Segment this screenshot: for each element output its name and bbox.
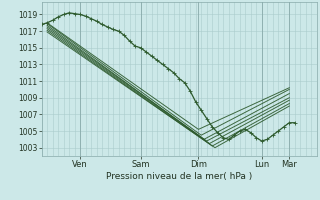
X-axis label: Pression niveau de la mer( hPa ): Pression niveau de la mer( hPa ) [106, 172, 252, 181]
